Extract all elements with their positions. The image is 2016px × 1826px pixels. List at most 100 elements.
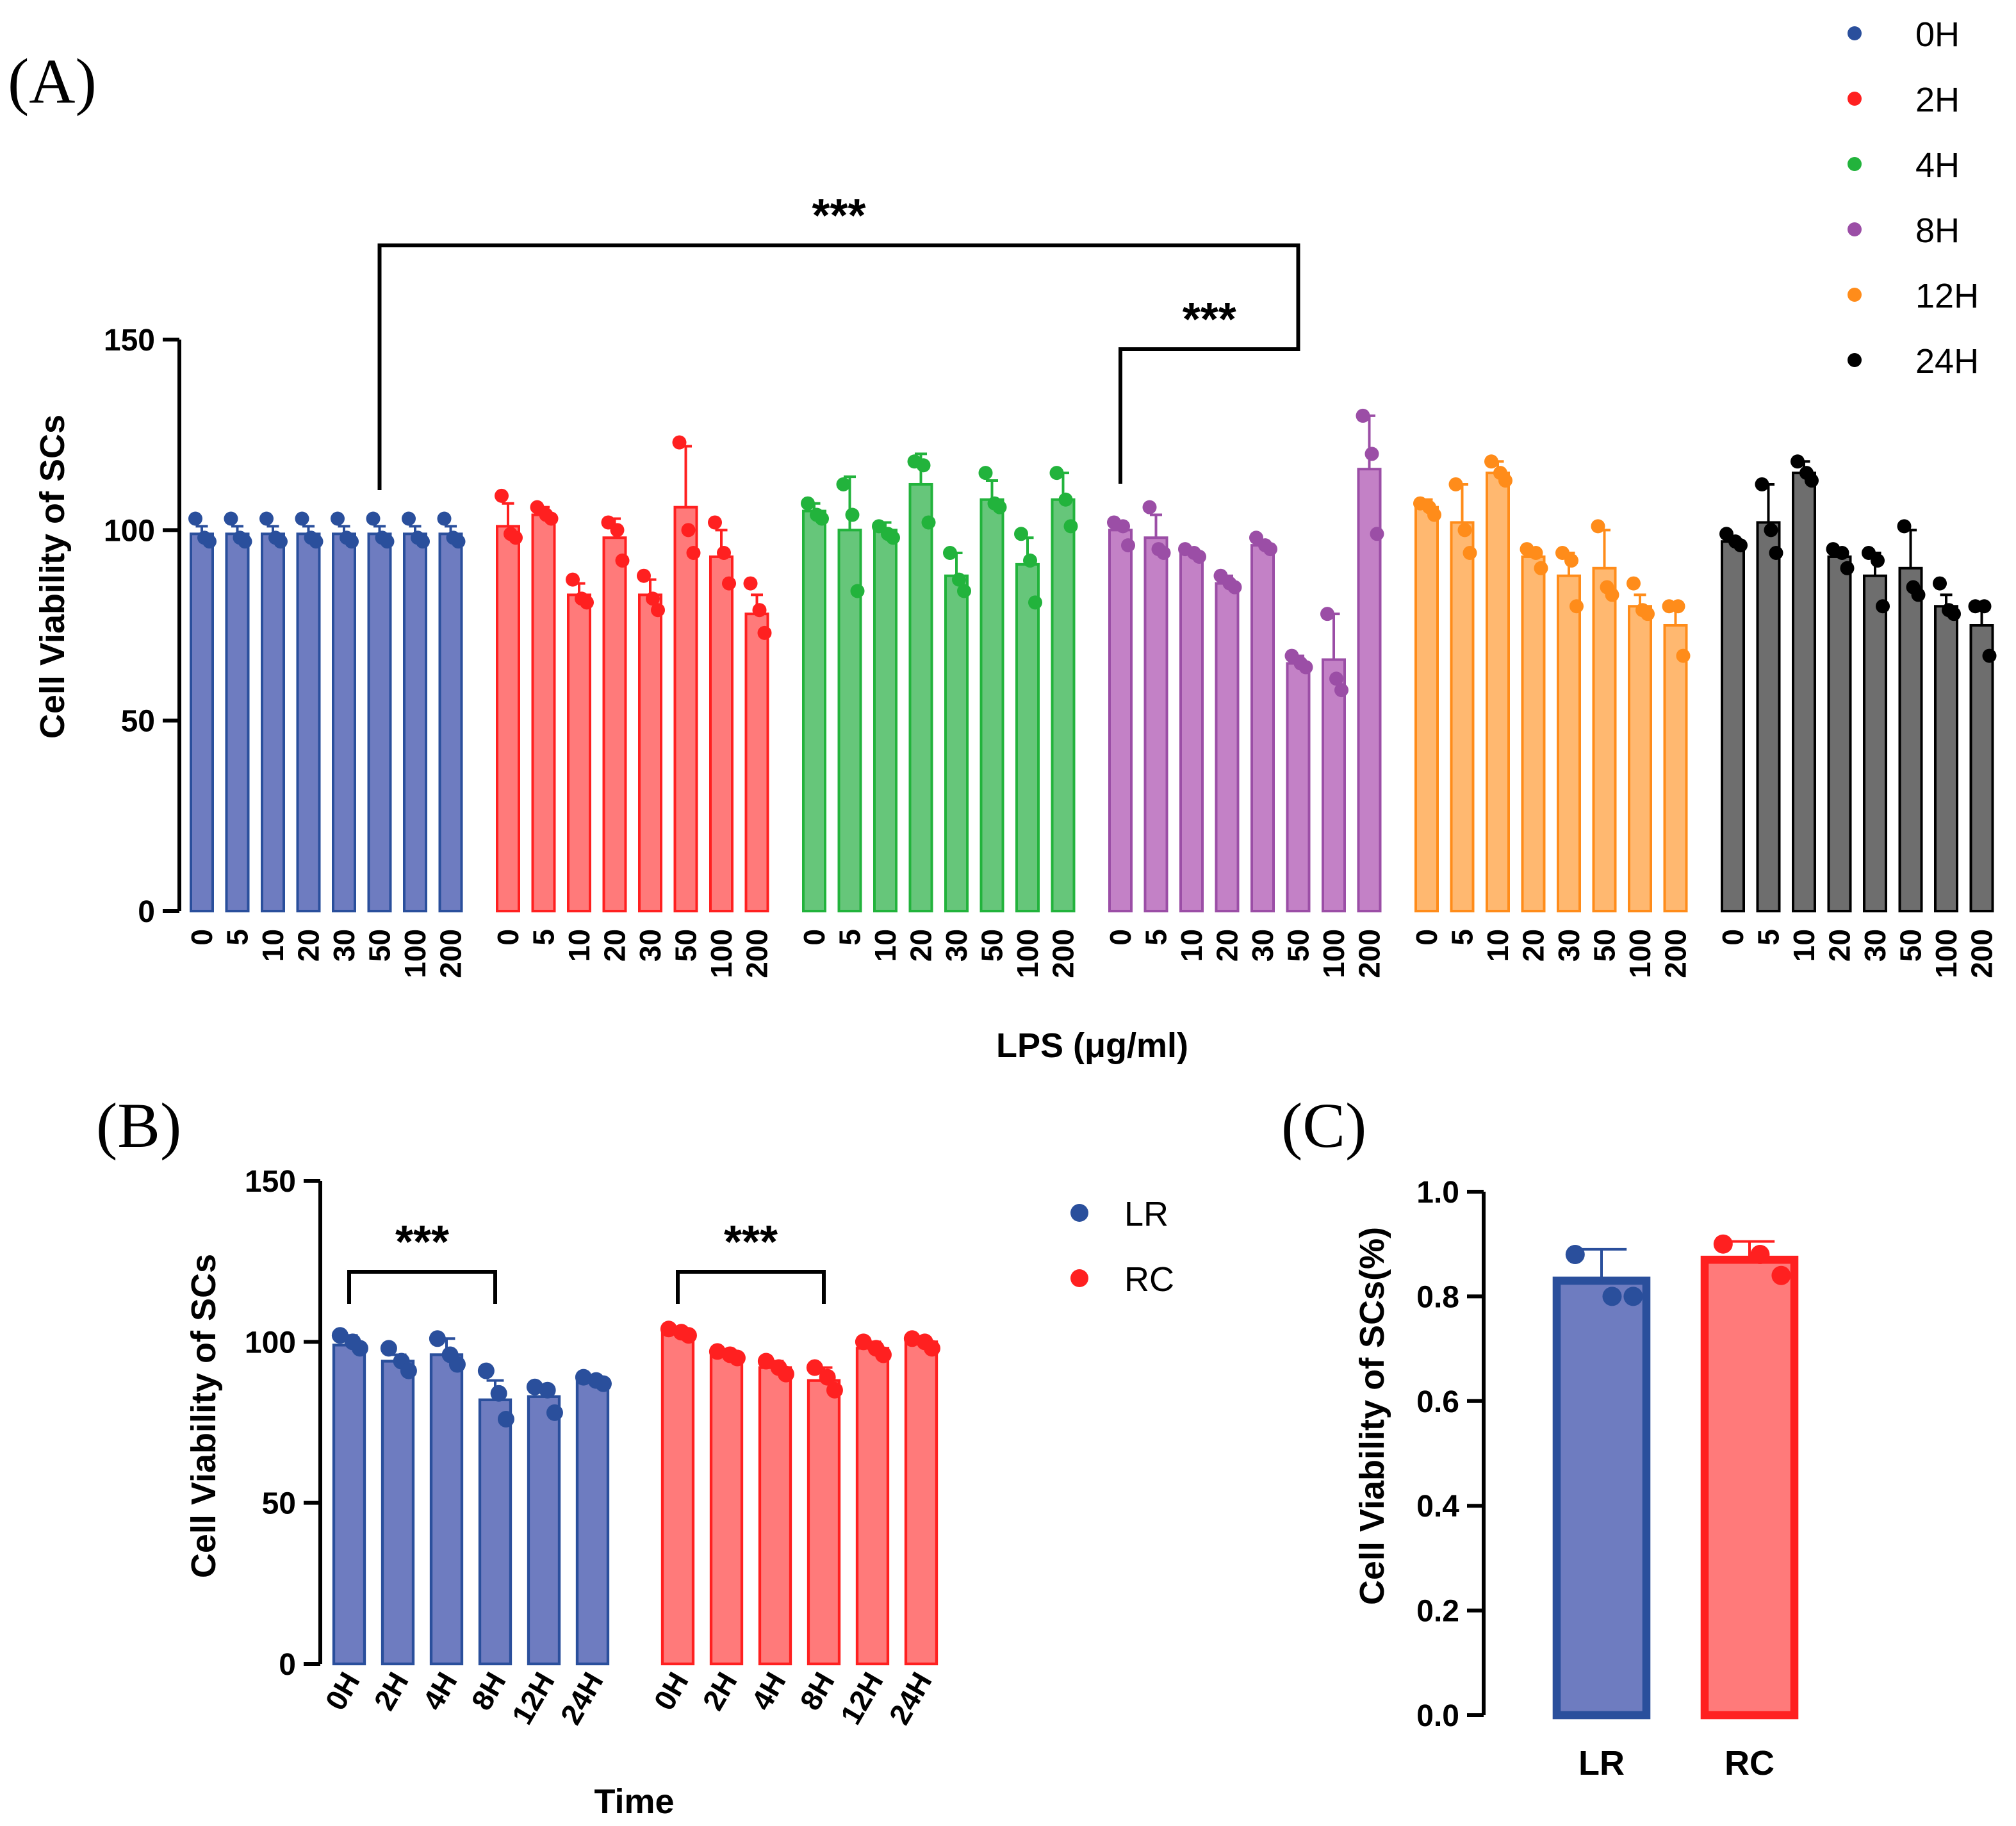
panel-a-bar	[1179, 552, 1204, 912]
panel-a-bar	[1663, 624, 1688, 912]
panel-c-y-ticks: 0.0 0.2 0.4 0.6 0.8 1.0	[1416, 1176, 1484, 1733]
panel-a-data-point	[1023, 553, 1037, 568]
panel-a-data-point	[309, 534, 324, 549]
panel-a-data-point	[1805, 473, 1819, 488]
panel-a-x-tick-label: 0	[491, 929, 525, 946]
panel-a-bar	[638, 593, 662, 913]
panel-a-bar	[531, 513, 556, 912]
panel-a-bar	[673, 506, 698, 912]
panel-b-bar	[855, 1347, 890, 1666]
panel-a-bar	[1628, 605, 1652, 912]
panel-a-data-point	[722, 576, 736, 591]
panel-a-data-point	[610, 523, 625, 538]
panel-a-data-point	[1498, 473, 1512, 488]
panel-b-bar	[478, 1398, 512, 1666]
panel-a-x-tick-label: 50	[669, 929, 703, 962]
panel-a-y-tick-label: 100	[104, 514, 155, 548]
panel-a-bar	[1863, 574, 1887, 912]
panel-a-data-point	[202, 534, 217, 549]
panel-b-data-point	[351, 1340, 368, 1357]
panel-b-significance-label: ***	[724, 1217, 778, 1268]
panel-a-bar	[1934, 605, 1958, 912]
panel-a-data-point	[886, 531, 900, 545]
panel-a-data-point	[1911, 588, 1926, 602]
panel-a-data-point	[1299, 660, 1313, 675]
legend-marker	[1848, 92, 1862, 106]
panel-b-data-point	[709, 1343, 726, 1360]
panel-a-bar	[1450, 521, 1475, 912]
panel-a-x-tick-label: 200	[741, 929, 774, 978]
panel-a-x-ticks: 0 5 10 20 30 50 100 200 0 5 10 20 30 50 100 200 0 5 10 20 30…	[185, 929, 1999, 978]
panel-b-x-tick-label: 12H	[505, 1666, 561, 1730]
legend-label: 24H	[1915, 342, 1979, 381]
panel-a-bar	[709, 555, 733, 912]
panel-a-data-point	[1982, 648, 1997, 663]
panel-a-bar	[1322, 658, 1346, 913]
panel-a-x-tick-label: 100	[1317, 929, 1350, 978]
panel-a-data-point	[1156, 546, 1171, 561]
panel-b-y-tick-label: 0	[279, 1648, 296, 1682]
panel-a-data-point	[1329, 671, 1343, 686]
panel-a-bar	[1721, 540, 1745, 912]
panel-c-y-tick-label: 0.2	[1416, 1595, 1459, 1629]
panel-a-x-tick-label: 100	[1930, 929, 1963, 978]
panel-a-legend: 0H 2H 4H 8H 12H 24H	[1848, 15, 1979, 381]
panel-a-data-point	[801, 496, 815, 511]
panel-a-x-tick-label: 20	[905, 929, 938, 962]
panel-b-bar	[660, 1331, 695, 1666]
panel-c-x-ticks: LR RC	[1578, 1744, 1774, 1782]
panel-b-y-tick-label: 50	[262, 1487, 296, 1521]
panel-a-data-point	[1840, 561, 1855, 575]
panel-a-data-point	[1733, 538, 1748, 553]
panel-b-y-tick-label: 100	[245, 1326, 296, 1360]
panel-b-x-tick-label: 2H	[696, 1666, 743, 1716]
panel-a-data-point	[1334, 683, 1348, 698]
panel-a-data-point	[495, 488, 509, 503]
panel-b-bar	[575, 1379, 610, 1666]
panel-a-data-point	[615, 553, 630, 568]
panel-a-x-tick-label: 30	[1552, 929, 1586, 962]
panel-c-y-axis-title: Cell Viability of SCs(%)	[1353, 1227, 1391, 1605]
panel-b-bar	[807, 1379, 841, 1666]
panel-a-data-point	[1263, 542, 1277, 557]
panel-b-bar	[381, 1360, 415, 1666]
panel-b-data-point	[477, 1362, 495, 1379]
panel-b-x-tick-label: 4H	[416, 1666, 463, 1716]
panel-a-bar	[438, 532, 463, 912]
panel-a-data-point	[757, 625, 772, 640]
panel-b-data-point	[400, 1362, 417, 1379]
panel-a-data-point	[1671, 599, 1685, 614]
panel-a-bar	[367, 532, 392, 912]
panel-a-data-point	[708, 515, 722, 530]
panel-c: (C) Cell Viability of SCs(%) 0.00.20.40.…	[1281, 1090, 1799, 1782]
panel-b-bar	[904, 1340, 938, 1666]
panel-a-x-tick-label: 5	[1140, 929, 1173, 946]
panel-c-data-point	[1771, 1265, 1791, 1285]
panel-b-data-point	[728, 1349, 746, 1367]
panel-b-data-point	[497, 1410, 514, 1427]
panel-a-x-tick-label: 30	[940, 929, 973, 962]
panel-b-x-tick-label: 8H	[793, 1666, 840, 1716]
panel-a-x-tick-label: 100	[1623, 929, 1657, 978]
legend-marker	[1848, 222, 1862, 236]
panel-a-data-point	[1605, 588, 1619, 602]
legend-label: 8H	[1915, 211, 1960, 250]
panel-a-data-point	[850, 584, 865, 598]
panel-a-data-point	[1764, 523, 1778, 538]
panel-c-x-tick-label: LR	[1578, 1744, 1625, 1782]
panel-a-x-tick-label: 10	[1787, 929, 1821, 962]
panel-a-x-tick-label: 200	[1353, 929, 1386, 978]
panel-a-data-point	[366, 511, 381, 526]
panel-a-data-point	[544, 511, 559, 526]
panel-b-data-point	[448, 1356, 466, 1373]
panel-a-x-axis-title: LPS (μg/ml)	[996, 1026, 1188, 1065]
panel-b-x-tick-label: 0H	[647, 1666, 694, 1716]
panel-a-bar	[1557, 574, 1581, 912]
panel-a-data-point	[1370, 527, 1384, 541]
panel-a-bar	[744, 613, 769, 912]
panel-a-data-point	[1871, 553, 1885, 568]
panel-a-data-point	[681, 523, 696, 538]
panel-a-bar	[332, 532, 356, 912]
